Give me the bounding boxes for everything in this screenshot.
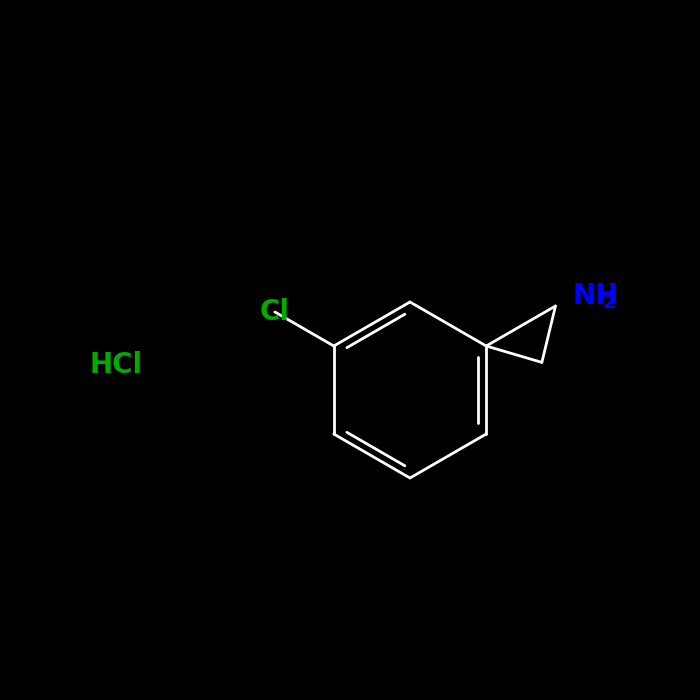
Text: 2: 2 [603,293,617,312]
Text: NH: NH [573,282,619,310]
Text: HCl: HCl [90,351,143,379]
Text: Cl: Cl [260,298,290,326]
